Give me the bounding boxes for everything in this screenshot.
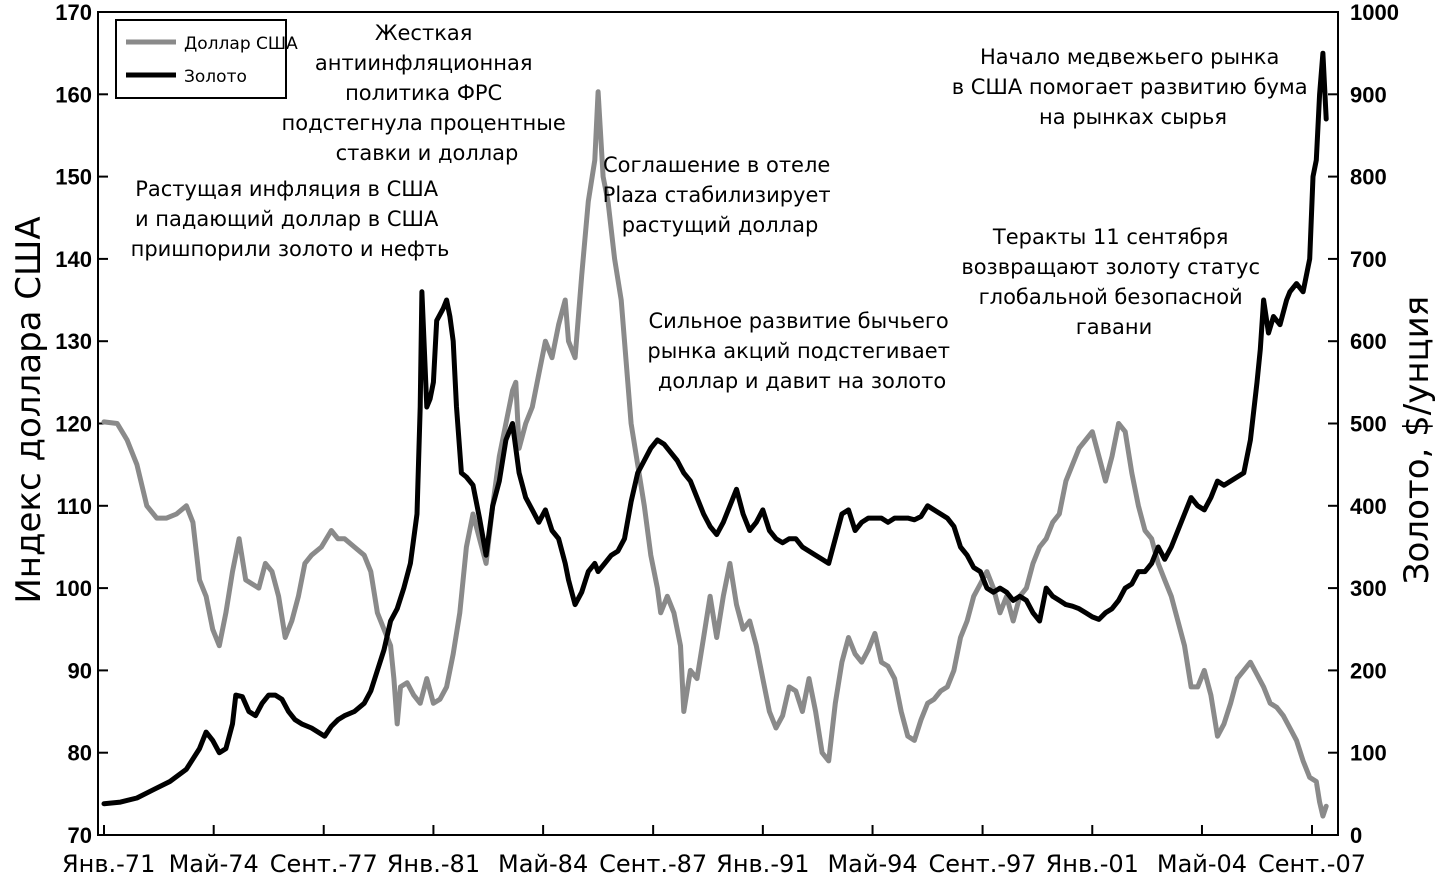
dollar-index-line xyxy=(101,89,1329,819)
left-tick-label: 160 xyxy=(55,82,92,107)
left-tick-label: 80 xyxy=(68,741,92,766)
left-tick-label: 70 xyxy=(68,823,92,848)
left-tick-label: 130 xyxy=(55,329,92,354)
right-tick-label: 400 xyxy=(1350,494,1387,519)
legend-box xyxy=(115,19,287,99)
annotation-inflation: Растущая инфляция в США и падающий долла… xyxy=(131,177,450,261)
x-tick-label: Янв.-91 xyxy=(716,850,809,878)
x-tick-label: Сент.-77 xyxy=(270,850,378,878)
x-tick-label: Сент.-87 xyxy=(599,850,707,878)
annotation-bull-market: Сильное развитие бычьего рынка акций под… xyxy=(647,309,956,393)
annotation-sept-11: Теракты 11 сентября возвращают золоту ст… xyxy=(961,225,1266,339)
legend: Доллар США Золото xyxy=(115,19,298,99)
annotation-bear-market: Начало медвежьего рынка в США помогает р… xyxy=(952,45,1315,129)
x-tick-label: Май-84 xyxy=(498,850,588,878)
left-tick-label: 100 xyxy=(55,576,92,601)
annotation-plaza: Соглашение в отеле Plaza стабилизирует р… xyxy=(603,153,838,237)
x-tick-label: Янв.-71 xyxy=(62,850,155,878)
right-tick-label: 700 xyxy=(1350,247,1387,272)
x-tick-label: Сент.-97 xyxy=(929,850,1037,878)
right-tick-label: 300 xyxy=(1350,576,1387,601)
gold-price-line xyxy=(101,50,1329,807)
x-tick-label: Май-74 xyxy=(169,850,259,878)
x-tick-label: Янв.-01 xyxy=(1046,850,1139,878)
x-tick-label: Янв.-81 xyxy=(387,850,480,878)
left-tick-label: 150 xyxy=(55,165,92,190)
annotation-fed-policy: Жесткая антиинфляционная политика ФРС по… xyxy=(282,21,573,165)
x-tick-label: Май-04 xyxy=(1157,850,1247,878)
left-tick-label: 120 xyxy=(55,412,92,437)
legend-label-dollar: Доллар США xyxy=(184,34,298,54)
left-tick-label: 170 xyxy=(55,0,92,25)
right-tick-label: 800 xyxy=(1350,165,1387,190)
right-tick-label: 500 xyxy=(1350,412,1387,437)
right-tick-label: 900 xyxy=(1350,82,1387,107)
right-axis-title: Золото, $/унция xyxy=(1397,296,1437,585)
left-tick-label: 140 xyxy=(55,247,92,272)
left-axis: 70 80 90 100 110 120 130 140 150 160 170 xyxy=(55,0,108,848)
right-tick-label: 100 xyxy=(1350,741,1387,766)
right-tick-label: 600 xyxy=(1350,329,1387,354)
annotations: Растущая инфляция в США и падающий долла… xyxy=(131,21,1315,393)
right-axis: 0 100 200 300 400 500 600 700 800 900 1000 xyxy=(1328,0,1399,848)
left-tick-label: 90 xyxy=(68,658,92,683)
right-tick-label: 200 xyxy=(1350,658,1387,683)
series-layer xyxy=(101,50,1329,819)
right-tick-label: 0 xyxy=(1350,823,1362,848)
right-tick-label: 1000 xyxy=(1350,0,1399,25)
x-tick-label: Сент.-07 xyxy=(1258,850,1366,878)
left-axis-title: Индекс доллара США xyxy=(9,216,49,603)
x-tick-label: Май-94 xyxy=(827,850,917,878)
x-axis: Янв.-71 Май-74 Сент.-77 Янв.-81 Май-84 Сент.-… xyxy=(62,825,1366,878)
legend-label-gold: Золото xyxy=(184,67,247,87)
left-tick-label: 110 xyxy=(57,494,93,519)
